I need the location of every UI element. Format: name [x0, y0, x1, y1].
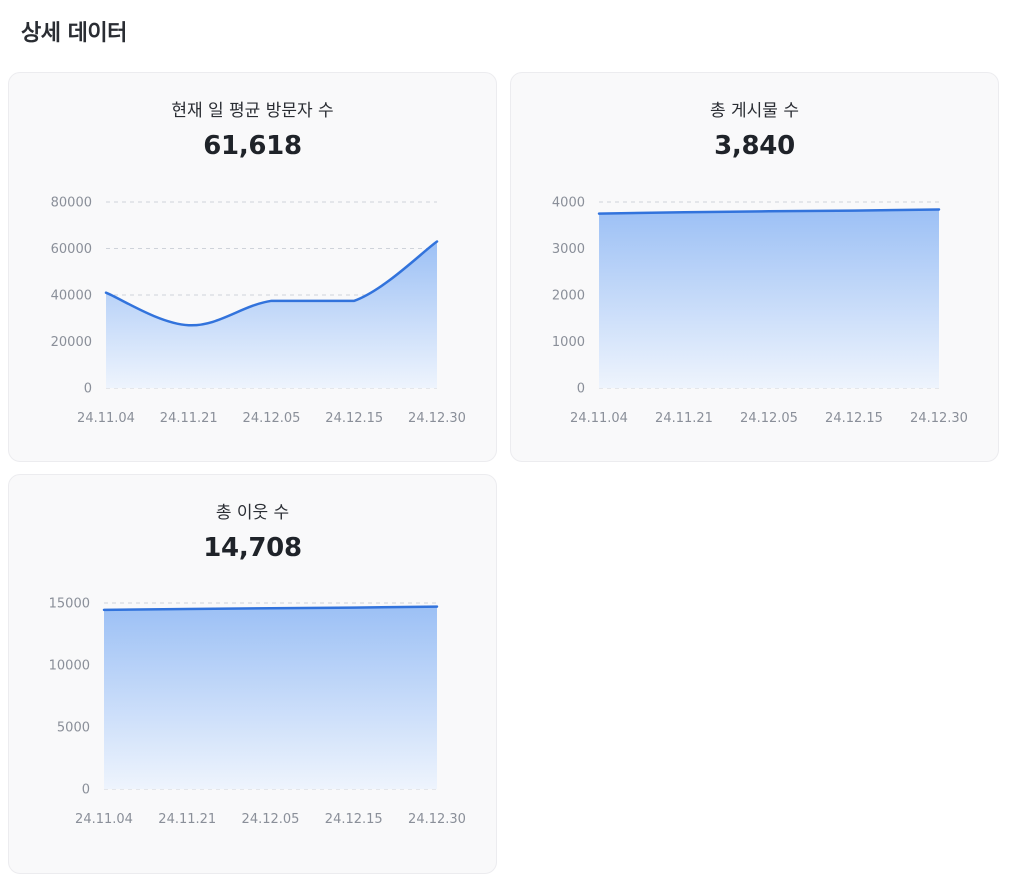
visitors-chart: 0 20000 40000 60000 80000 24.11.04 24.11.21 24.… [51, 196, 466, 427]
y-tick-label: 60000 [51, 242, 92, 257]
card-value: 61,618 [203, 131, 302, 161]
series-area [106, 241, 437, 388]
posts-card: 총 게시물 수 3,840 0 1000 2000 3000 4000 24.11.04 2… [510, 72, 999, 462]
neighbors-card: 총 이웃 수 14,708 0 5000 10000 15000 24.11.04 24.… [8, 474, 497, 874]
x-tick-label: 24.11.04 [570, 411, 628, 426]
y-tick-label: 40000 [51, 289, 92, 304]
visitors-card: 현재 일 평균 방문자 수 61,618 0 20000 40000 60000 800… [8, 72, 497, 462]
x-tick-label: 24.11.21 [160, 411, 218, 426]
posts-chart: 0 1000 2000 3000 4000 24.11.04 24.11.21 24.12.0… [552, 196, 968, 427]
y-tick-label: 0 [84, 382, 92, 397]
x-tick-label: 24.12.15 [325, 812, 383, 827]
y-tick-label: 2000 [552, 289, 585, 304]
x-tick-label: 24.12.15 [325, 411, 383, 426]
card-title: 총 게시물 수 [709, 101, 799, 121]
series-line [104, 240, 439, 327]
x-tick-label: 24.11.21 [655, 411, 713, 426]
x-tick-label: 24.11.21 [158, 812, 216, 827]
y-tick-label: 10000 [49, 659, 90, 674]
card-title: 현재 일 평균 방문자 수 [171, 101, 334, 121]
y-tick-label: 15000 [49, 597, 90, 612]
series-area [599, 209, 939, 388]
series-line [597, 208, 941, 215]
card-title: 총 이웃 수 [215, 503, 290, 523]
neighbors-chart: 0 5000 10000 15000 24.11.04 24.11.21 24.12.05 2… [49, 597, 466, 828]
y-tick-label: 0 [82, 783, 90, 798]
x-tick-label: 24.11.04 [75, 812, 133, 827]
x-tick-label: 24.12.05 [242, 812, 300, 827]
x-tick-label: 24.12.30 [408, 411, 466, 426]
y-tick-label: 20000 [51, 335, 92, 350]
x-tick-label: 24.11.04 [77, 411, 135, 426]
y-tick-label: 3000 [552, 242, 585, 257]
series-area [104, 606, 437, 789]
y-tick-label: 4000 [552, 196, 585, 211]
x-tick-label: 24.12.30 [910, 411, 968, 426]
y-tick-label: 1000 [552, 335, 585, 350]
card-value: 3,840 [714, 131, 795, 161]
x-tick-label: 24.12.15 [825, 411, 883, 426]
x-tick-label: 24.12.05 [243, 411, 301, 426]
x-tick-label: 24.12.30 [408, 812, 466, 827]
series-line [102, 605, 439, 612]
x-tick-label: 24.12.05 [740, 411, 798, 426]
y-tick-label: 5000 [57, 721, 90, 736]
y-tick-label: 80000 [51, 196, 92, 211]
section-title: 상세 데이터 [21, 21, 127, 46]
card-value: 14,708 [203, 533, 302, 563]
y-tick-label: 0 [577, 382, 585, 397]
